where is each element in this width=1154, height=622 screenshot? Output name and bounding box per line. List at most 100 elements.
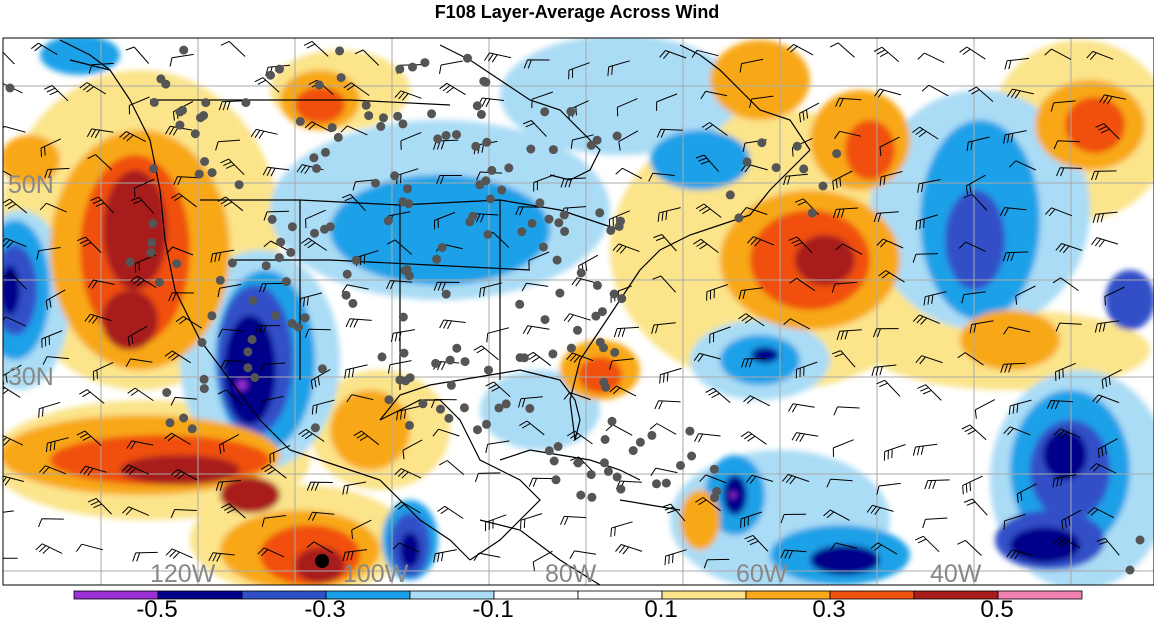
wind-barb [829, 42, 855, 58]
station-dot [207, 168, 217, 178]
wind-barb [128, 96, 150, 115]
wind-barb [439, 319, 466, 330]
station-dot [395, 64, 405, 74]
wind-barb [695, 154, 719, 172]
station-dot [427, 109, 437, 119]
wind-barb [390, 329, 415, 343]
station-dot [408, 62, 417, 72]
station-dot [832, 149, 842, 159]
wind-barb [1045, 207, 1073, 217]
wind-barb [30, 42, 58, 56]
wind-barb [45, 437, 69, 453]
central-america [379, 399, 541, 561]
wind-barb [833, 406, 860, 416]
wind-barb [1095, 123, 1120, 140]
station-dot [463, 53, 472, 63]
wind-barb [835, 97, 862, 108]
field-blob [295, 87, 345, 123]
station-dot [162, 388, 172, 397]
station-dot [517, 227, 527, 237]
lat-label-30n: 30N [8, 363, 54, 391]
wind-barb [38, 465, 66, 475]
wind-barb [126, 440, 154, 450]
wind-barb [738, 287, 764, 300]
station-dot [393, 111, 403, 121]
station-dot [610, 348, 620, 357]
wind-barb [799, 102, 820, 123]
field-blob [500, 38, 740, 155]
wind-barb [519, 420, 545, 436]
station-dot [154, 277, 164, 287]
station-dot [207, 311, 217, 321]
station-dot [261, 261, 271, 271]
wind-barb [912, 126, 939, 140]
station-dot [617, 294, 627, 304]
wind-barb [473, 552, 501, 562]
wind-barb [39, 202, 67, 213]
colorbar [73, 590, 1083, 600]
wind-barb [220, 359, 247, 370]
station-dot [807, 208, 817, 218]
station-dot [405, 373, 415, 383]
wind-barb [826, 478, 853, 488]
wind-barb [1086, 50, 1114, 60]
station-dot [476, 109, 486, 119]
station-dot [196, 113, 205, 123]
labrador-coast [679, 44, 811, 151]
wind-barb [79, 389, 105, 404]
wind-barb [528, 251, 550, 270]
station-dot [818, 181, 828, 191]
wind-barb [957, 539, 982, 556]
wind-barb [831, 281, 857, 293]
wind-barb [307, 511, 335, 521]
wind-barb [354, 49, 380, 66]
station-dot [560, 226, 570, 236]
station-dot [172, 259, 182, 269]
station-dot [1135, 535, 1145, 545]
station-dot [661, 478, 671, 488]
station-dot [441, 289, 451, 299]
station-dot [266, 70, 275, 80]
alaska-coast [59, 39, 111, 71]
wind-barb [298, 428, 325, 442]
wind-barb [208, 552, 235, 562]
wind-barb [173, 176, 200, 186]
field-blob [40, 38, 120, 75]
wind-barb [915, 355, 943, 365]
station-dot [587, 492, 597, 502]
wind-barb [133, 178, 155, 198]
wind-barb [485, 440, 510, 454]
station-dot [275, 64, 284, 74]
wind-barb [876, 482, 901, 495]
station-dot [487, 165, 497, 175]
wind-barb [262, 166, 290, 177]
station-dot [597, 307, 607, 317]
station-dot [771, 163, 781, 173]
station-dot [1125, 565, 1135, 575]
station-dot [595, 208, 605, 218]
station-dot [612, 472, 622, 482]
wind-barb [1053, 140, 1080, 150]
wind-barb [38, 518, 64, 528]
station-dot [549, 456, 559, 466]
station-dot [361, 100, 371, 110]
station-dot [5, 83, 15, 93]
wind-barb [832, 350, 856, 368]
station-dot [398, 119, 408, 129]
wind-barb [878, 270, 905, 283]
station-dot [603, 466, 613, 476]
wind-barb [432, 428, 460, 437]
wind-barb [130, 196, 155, 215]
station-dot [497, 185, 507, 195]
station-dot [433, 134, 443, 144]
station-dot [317, 364, 327, 374]
wind-barb [917, 384, 942, 401]
wind-barb [3, 237, 27, 249]
wind-barb [648, 172, 675, 182]
wind-barb [657, 207, 681, 222]
wind-barb [789, 277, 816, 292]
station-dot [554, 218, 564, 228]
station-dot [799, 164, 809, 174]
wind-barb [250, 128, 278, 139]
station-dot [295, 116, 305, 126]
